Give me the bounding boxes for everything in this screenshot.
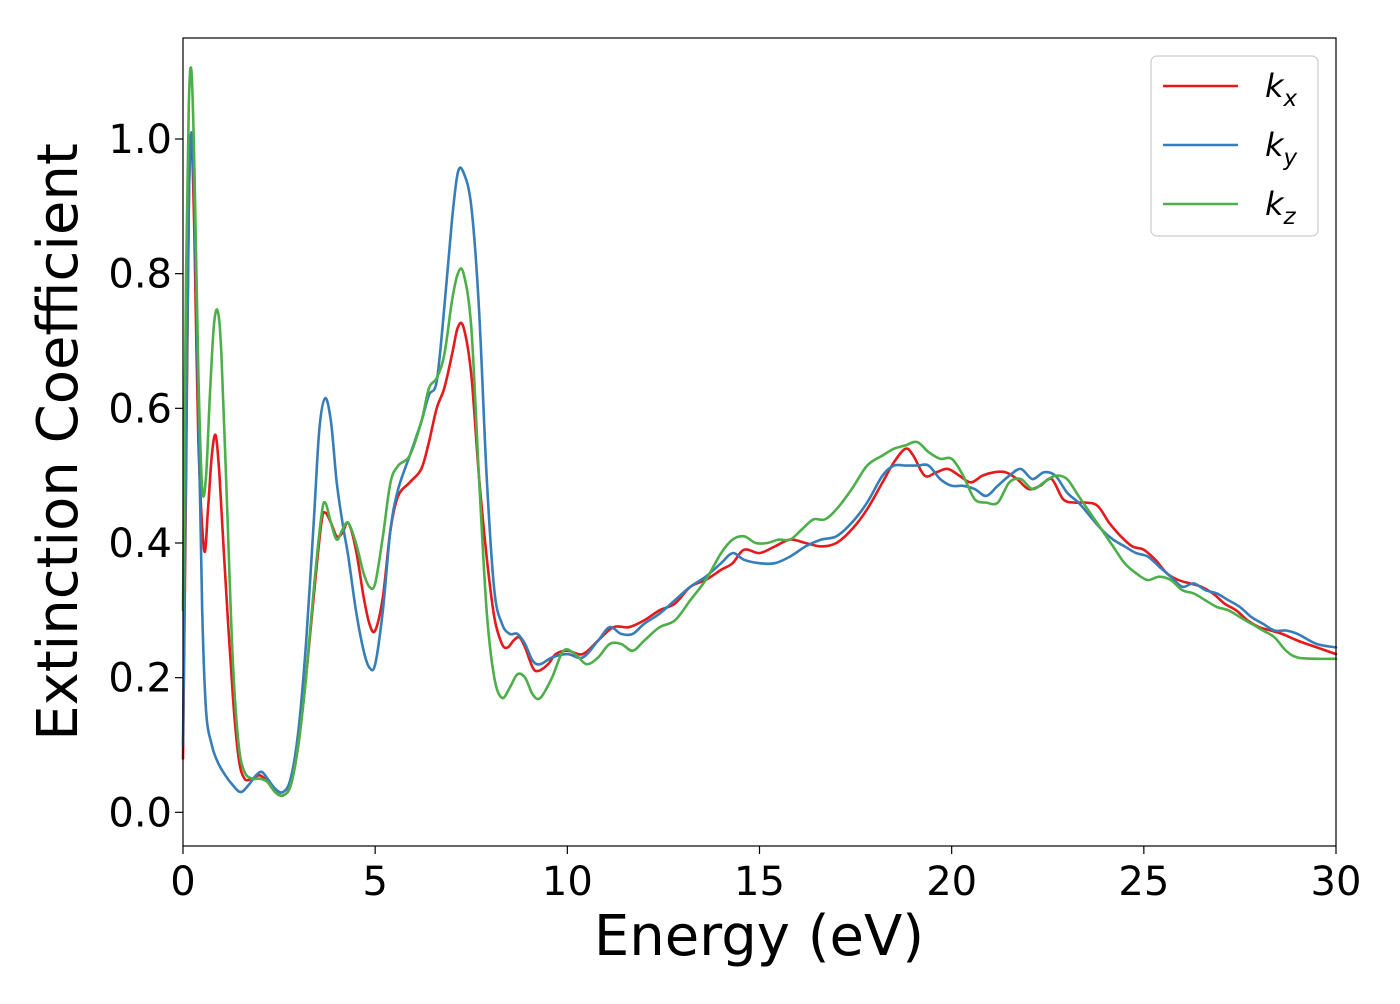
y-tick-label: 0.4: [108, 521, 172, 567]
y-tick-label: 0.6: [108, 386, 172, 432]
series-layer: [181, 66, 1338, 798]
x-axis: 0 5 10 15 20 25 30: [170, 846, 1361, 905]
x-tick-label: 25: [1118, 859, 1169, 905]
legend-label-z: kz: [1265, 185, 1297, 230]
y-tick-label: 0.8: [108, 252, 172, 298]
y-tick-label: 1.0: [108, 117, 172, 163]
series-line-y: [181, 131, 1338, 794]
y-axis-label: Extinction Coefficient: [26, 143, 91, 741]
x-tick-label: 20: [926, 859, 977, 905]
x-axis-label: Energy (eV): [594, 904, 924, 969]
x-tick-label: 5: [362, 859, 387, 905]
x-tick-label: 30: [1311, 859, 1362, 905]
y-tick-label: 0.0: [108, 790, 172, 836]
series-line-z: [181, 66, 1338, 798]
legend: kx ky kz: [1150, 55, 1319, 237]
x-tick-label: 15: [734, 859, 785, 905]
x-tick-label: 0: [170, 859, 195, 905]
y-axis: 0.0 0.2 0.4 0.6 0.8 1.0: [108, 117, 183, 836]
legend-label-x: kx: [1265, 67, 1298, 112]
x-tick-label: 10: [542, 859, 593, 905]
legend-label-y: ky: [1265, 126, 1298, 171]
y-tick-label: 0.2: [108, 656, 172, 702]
